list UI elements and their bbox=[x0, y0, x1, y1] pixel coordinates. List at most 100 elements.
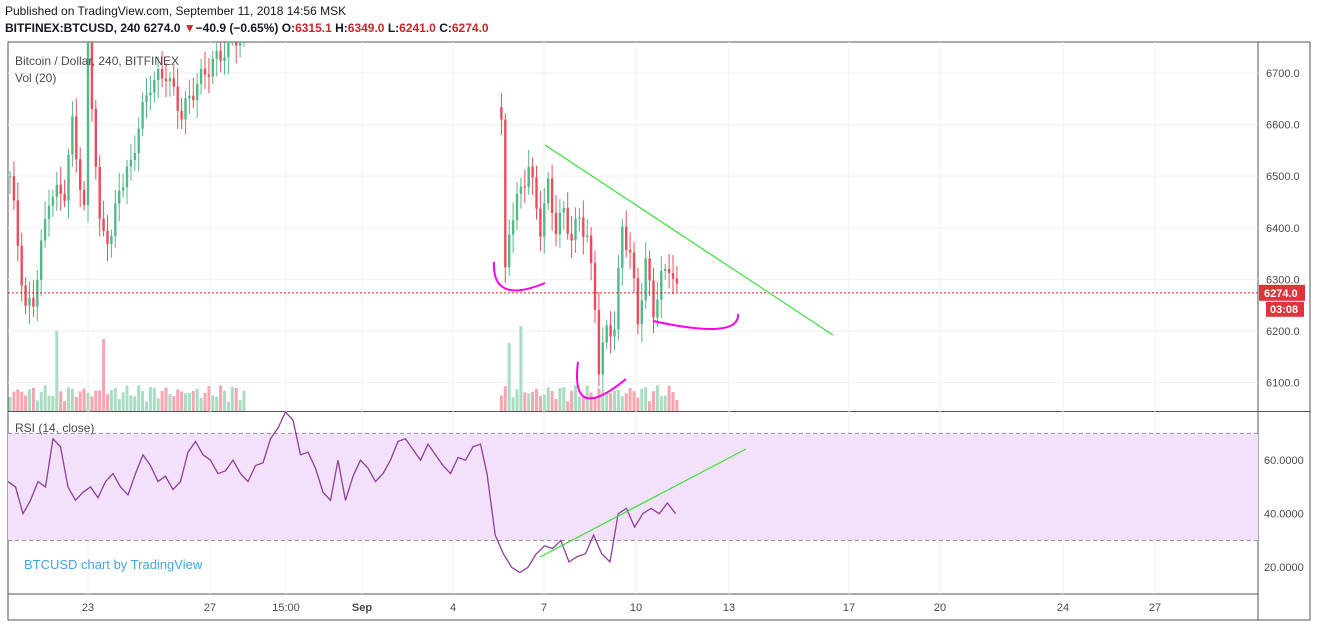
x-tick-label: 13 bbox=[723, 602, 735, 614]
volume-bar bbox=[160, 390, 164, 411]
candle-body bbox=[192, 95, 195, 101]
candle-body bbox=[527, 166, 530, 187]
volume-bar bbox=[156, 398, 160, 411]
volume-bar bbox=[554, 398, 558, 411]
volume-bar bbox=[164, 387, 168, 411]
last-price: 6274.0 bbox=[143, 21, 181, 35]
candle-body bbox=[652, 280, 655, 318]
ohlc-line: BITFINEX:BTCUSD, 240 6274.0 ▼−40.9 (−0.6… bbox=[5, 20, 489, 37]
x-tick-label: 7 bbox=[541, 602, 547, 614]
volume-bar bbox=[527, 393, 531, 411]
volume-bar bbox=[609, 392, 613, 411]
y-tick-label: 6200.0 bbox=[1266, 326, 1300, 338]
candle-body bbox=[67, 154, 70, 201]
candle-body bbox=[164, 78, 168, 82]
volume-bar bbox=[176, 389, 180, 411]
volume-bar bbox=[648, 401, 652, 411]
volume-bar bbox=[31, 387, 35, 411]
candle-body bbox=[515, 193, 519, 221]
price-trendline bbox=[544, 144, 834, 336]
y-tick-label: 6100.0 bbox=[1266, 378, 1300, 390]
volume-bar bbox=[43, 385, 47, 411]
marker-arc bbox=[576, 361, 627, 400]
candle-body bbox=[43, 218, 47, 241]
volume-bar bbox=[515, 389, 519, 411]
published-line: Published on TradingView.com, September … bbox=[5, 4, 347, 18]
candle-body bbox=[656, 299, 659, 318]
candle-body bbox=[609, 325, 612, 337]
candle-body bbox=[203, 68, 207, 75]
volume-bar bbox=[675, 399, 679, 411]
candle-body bbox=[71, 116, 74, 155]
candle-body bbox=[98, 166, 101, 219]
x-tick-label: 27 bbox=[204, 602, 216, 614]
volume-bar bbox=[98, 390, 102, 411]
volume-bar bbox=[550, 390, 554, 411]
volume-bar bbox=[113, 388, 117, 411]
volume-bar bbox=[632, 391, 636, 411]
volume-bar bbox=[659, 396, 663, 411]
candle-body bbox=[519, 186, 523, 194]
marker-arc bbox=[652, 313, 740, 330]
volume-bar bbox=[613, 390, 616, 411]
volume-bar bbox=[507, 343, 511, 411]
volume-bar bbox=[558, 388, 562, 411]
candle-body bbox=[199, 68, 203, 85]
volume-bar bbox=[102, 339, 106, 411]
volume-bar bbox=[125, 385, 129, 411]
candle-body bbox=[660, 270, 663, 300]
volume-bar bbox=[538, 395, 542, 411]
volume-bar bbox=[593, 398, 597, 411]
volume-bar bbox=[589, 392, 593, 411]
volume-bar bbox=[129, 395, 133, 411]
candle-body bbox=[51, 196, 55, 206]
volume-bar bbox=[628, 388, 632, 411]
candle-body bbox=[504, 119, 507, 268]
volume-bar bbox=[35, 400, 39, 411]
candle-body bbox=[675, 278, 679, 284]
volume-bar bbox=[145, 401, 148, 411]
candle-body bbox=[586, 235, 589, 237]
symbol-label: BITFINEX:BTCUSD, 240 bbox=[5, 21, 141, 35]
x-tick-label: 24 bbox=[1057, 602, 1069, 614]
candle-body bbox=[621, 226, 624, 268]
candle-body bbox=[523, 186, 526, 188]
candle-body bbox=[242, 42, 246, 43]
candle-body bbox=[86, 42, 90, 206]
candle-body bbox=[636, 278, 640, 325]
volume-bar bbox=[605, 393, 609, 411]
volume-bar bbox=[570, 390, 574, 411]
candle-body bbox=[12, 176, 16, 201]
volume-bar bbox=[168, 394, 172, 411]
volume-bar bbox=[78, 391, 82, 411]
y-tick-label: 6600.0 bbox=[1266, 120, 1300, 132]
volume-bar bbox=[226, 401, 230, 411]
candle-body bbox=[550, 178, 554, 213]
candle-body bbox=[574, 218, 577, 241]
candle-body bbox=[570, 233, 573, 241]
volume-bar bbox=[562, 387, 566, 411]
candle-body bbox=[613, 329, 616, 337]
candle-body bbox=[160, 69, 164, 79]
volume-bar bbox=[172, 396, 176, 411]
volume-bar bbox=[581, 395, 585, 411]
volume-bar bbox=[503, 386, 507, 411]
candle-body bbox=[667, 269, 671, 274]
volume-bar bbox=[184, 393, 187, 411]
change-value: −40.9 (−0.65%) bbox=[195, 21, 279, 35]
candle-body bbox=[566, 207, 569, 234]
low-label: L: bbox=[387, 21, 400, 35]
volume-bar bbox=[223, 390, 226, 411]
volume-bar bbox=[652, 391, 655, 411]
volume-bar bbox=[24, 395, 28, 411]
volume-bar bbox=[121, 392, 125, 411]
volume-bar bbox=[137, 385, 141, 411]
candle-body bbox=[601, 342, 604, 375]
volume-bar bbox=[106, 394, 109, 411]
candle-body bbox=[578, 217, 581, 219]
volume-bar bbox=[74, 396, 78, 411]
low-value: 6241.0 bbox=[399, 21, 436, 35]
candle-body bbox=[110, 236, 113, 244]
countdown-badge-bg bbox=[1266, 301, 1304, 317]
